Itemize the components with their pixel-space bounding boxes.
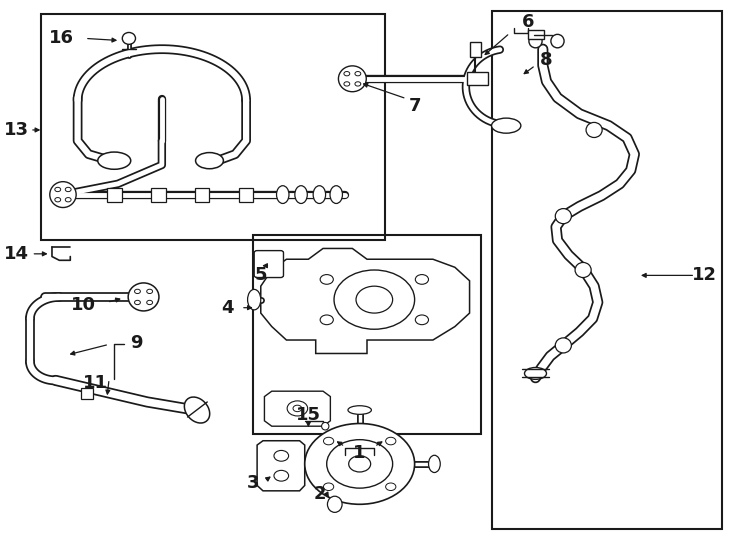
Text: 5: 5 — [254, 266, 266, 285]
Circle shape — [147, 289, 153, 294]
Bar — [470, 42, 481, 57]
Bar — [41, 14, 385, 240]
Bar — [468, 72, 488, 85]
Circle shape — [327, 440, 393, 488]
Circle shape — [320, 315, 333, 325]
Circle shape — [65, 187, 71, 192]
Ellipse shape — [277, 186, 289, 204]
Circle shape — [293, 405, 302, 411]
Text: 8: 8 — [540, 51, 553, 69]
Ellipse shape — [529, 35, 542, 48]
Ellipse shape — [525, 368, 547, 379]
Circle shape — [355, 82, 361, 86]
Circle shape — [356, 286, 393, 313]
Text: 3: 3 — [247, 474, 260, 492]
FancyBboxPatch shape — [254, 251, 283, 278]
Text: 12: 12 — [691, 266, 716, 285]
Ellipse shape — [492, 118, 521, 133]
Ellipse shape — [556, 208, 571, 224]
Text: 14: 14 — [4, 245, 29, 263]
Ellipse shape — [429, 455, 440, 472]
Ellipse shape — [556, 338, 571, 353]
Text: 4: 4 — [222, 299, 234, 316]
Ellipse shape — [98, 152, 131, 169]
Circle shape — [355, 71, 361, 76]
Ellipse shape — [327, 496, 342, 512]
Ellipse shape — [184, 397, 210, 423]
Polygon shape — [264, 391, 330, 426]
Circle shape — [134, 300, 140, 305]
Circle shape — [415, 315, 429, 325]
Text: 2: 2 — [313, 484, 326, 503]
Bar — [195, 187, 209, 201]
Ellipse shape — [123, 32, 136, 44]
Text: 16: 16 — [49, 29, 74, 48]
Polygon shape — [257, 441, 305, 491]
Bar — [151, 187, 166, 201]
Circle shape — [334, 270, 415, 329]
Polygon shape — [261, 248, 470, 354]
Bar — [239, 187, 253, 201]
Circle shape — [274, 470, 288, 481]
Bar — [107, 187, 122, 201]
Circle shape — [344, 82, 350, 86]
Ellipse shape — [128, 283, 159, 311]
Text: 9: 9 — [130, 334, 142, 352]
Ellipse shape — [551, 35, 564, 48]
Circle shape — [55, 187, 61, 192]
Circle shape — [385, 437, 396, 445]
Text: 15: 15 — [296, 407, 321, 424]
Circle shape — [147, 300, 153, 305]
Circle shape — [349, 456, 371, 472]
Ellipse shape — [330, 186, 343, 204]
Ellipse shape — [338, 66, 366, 92]
Ellipse shape — [247, 289, 261, 310]
Ellipse shape — [348, 406, 371, 414]
Text: 6: 6 — [522, 14, 534, 31]
Circle shape — [55, 198, 61, 202]
Circle shape — [344, 71, 350, 76]
Text: 13: 13 — [4, 121, 29, 139]
Circle shape — [415, 274, 429, 284]
Ellipse shape — [295, 186, 308, 204]
Text: 11: 11 — [84, 374, 109, 392]
Bar — [253, 235, 481, 434]
Circle shape — [287, 401, 308, 416]
Bar — [492, 11, 722, 529]
Text: 7: 7 — [408, 97, 421, 114]
Ellipse shape — [50, 181, 76, 207]
Circle shape — [305, 423, 415, 504]
Circle shape — [385, 483, 396, 490]
Circle shape — [274, 450, 288, 461]
Circle shape — [324, 437, 334, 445]
Ellipse shape — [321, 422, 329, 430]
Circle shape — [134, 289, 140, 294]
Circle shape — [65, 198, 71, 202]
Ellipse shape — [575, 262, 591, 278]
Text: 1: 1 — [354, 444, 366, 462]
Ellipse shape — [586, 123, 602, 138]
Circle shape — [320, 274, 333, 284]
Ellipse shape — [195, 153, 223, 168]
Ellipse shape — [313, 186, 326, 204]
Bar — [528, 30, 545, 39]
Bar — [81, 388, 93, 399]
Text: 10: 10 — [71, 296, 96, 314]
Circle shape — [324, 483, 334, 490]
